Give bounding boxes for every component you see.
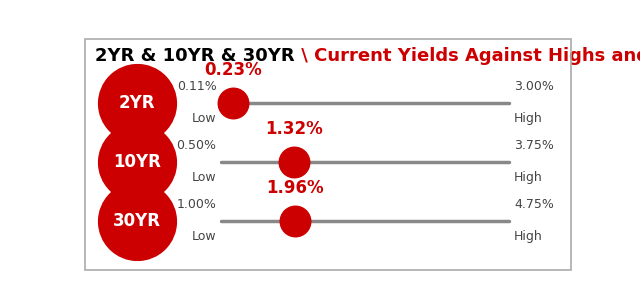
Text: 1.32%: 1.32% — [265, 120, 323, 138]
Text: High: High — [514, 230, 543, 243]
Text: 4.75%: 4.75% — [514, 198, 554, 211]
Text: Low: Low — [192, 171, 216, 184]
Text: \ Current Yields Against Highs and Lows Since 2010: \ Current Yields Against Highs and Lows … — [294, 47, 640, 65]
Text: 2YR: 2YR — [119, 94, 156, 112]
Text: 1.00%: 1.00% — [177, 198, 216, 211]
Text: 0.50%: 0.50% — [177, 139, 216, 152]
Text: Low: Low — [192, 230, 216, 243]
Text: 10YR: 10YR — [113, 153, 161, 171]
Text: 2YR & 10YR & 30YR: 2YR & 10YR & 30YR — [95, 47, 294, 65]
Text: 0.23%: 0.23% — [204, 61, 262, 79]
Text: 0.11%: 0.11% — [177, 80, 216, 93]
Text: 1.96%: 1.96% — [266, 179, 324, 197]
Text: 30YR: 30YR — [113, 211, 161, 230]
Text: High: High — [514, 171, 543, 184]
Text: High: High — [514, 112, 543, 125]
Text: Low: Low — [192, 112, 216, 125]
Text: 3.00%: 3.00% — [514, 80, 554, 93]
Text: 3.75%: 3.75% — [514, 139, 554, 152]
